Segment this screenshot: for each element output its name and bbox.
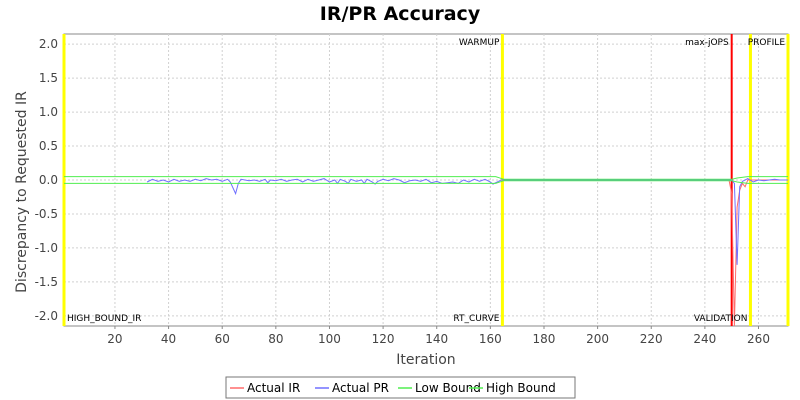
marker-label: VALIDATION	[694, 314, 748, 324]
legend-entry: Actual PR	[332, 381, 389, 395]
grid	[64, 34, 788, 329]
y-tick-label: 1.5	[39, 71, 58, 85]
chart-title: IR/PR Accuracy	[320, 3, 481, 25]
x-axis-label: Iteration	[396, 352, 455, 368]
y-tick-label: 1.0	[39, 105, 58, 119]
y-tick-label: -2.0	[35, 309, 58, 323]
marker-label: RT_CURVE	[453, 314, 499, 324]
x-tick-label: 180	[533, 332, 556, 346]
y-tick-labels: 2.0 1.5 1.0 0.5 0.0 -0.5 -1.0 -1.5 -2.0	[35, 37, 58, 323]
x-tick-label: 260	[747, 332, 770, 346]
y-tick-label: 0.0	[39, 173, 58, 187]
legend-entry: High Bound	[486, 381, 556, 395]
x-tick-label: 120	[372, 332, 395, 346]
x-tick-label: 20	[107, 332, 122, 346]
legend: Actual IR Actual PR Low Bound High Bound	[225, 376, 576, 399]
series-lines	[64, 176, 788, 327]
legend-entry: Low Bound	[415, 381, 481, 395]
y-tick-label: -0.5	[35, 207, 58, 221]
marker-labels: WARMUP RT_CURVE max-jOPS VALIDATION PROFILE H…	[67, 38, 785, 324]
x-tick-label: 160	[479, 332, 502, 346]
marker-label: max-jOPS	[685, 38, 729, 48]
y-axis-label: Discrepancy to Requested IR	[14, 91, 30, 293]
y-tick-label: 0.5	[39, 139, 58, 153]
series-line	[64, 180, 788, 184]
legend-entry: Actual IR	[247, 381, 300, 395]
x-tick-label: 80	[268, 332, 283, 346]
x-tick-label: 220	[640, 332, 663, 346]
series-line	[146, 178, 788, 265]
marker-label: PROFILE	[748, 38, 786, 48]
x-tick-label: 100	[318, 332, 341, 346]
x-tick-labels: 20 40 60 80 100 120 140 160 180 200 220 240 260	[107, 332, 770, 346]
y-tick-label: -1.0	[35, 241, 58, 255]
x-tick-label: 140	[425, 332, 448, 346]
y-tick-label: -1.5	[35, 275, 58, 289]
x-tick-label: 240	[693, 332, 716, 346]
x-tick-label: 60	[215, 332, 230, 346]
x-tick-label: 200	[586, 332, 609, 346]
series-line	[64, 176, 788, 180]
y-tick-label: 2.0	[39, 37, 58, 51]
x-tick-label: 40	[161, 332, 176, 346]
marker-label: WARMUP	[459, 38, 500, 48]
marker-label: HIGH_BOUND_IR	[67, 314, 141, 324]
